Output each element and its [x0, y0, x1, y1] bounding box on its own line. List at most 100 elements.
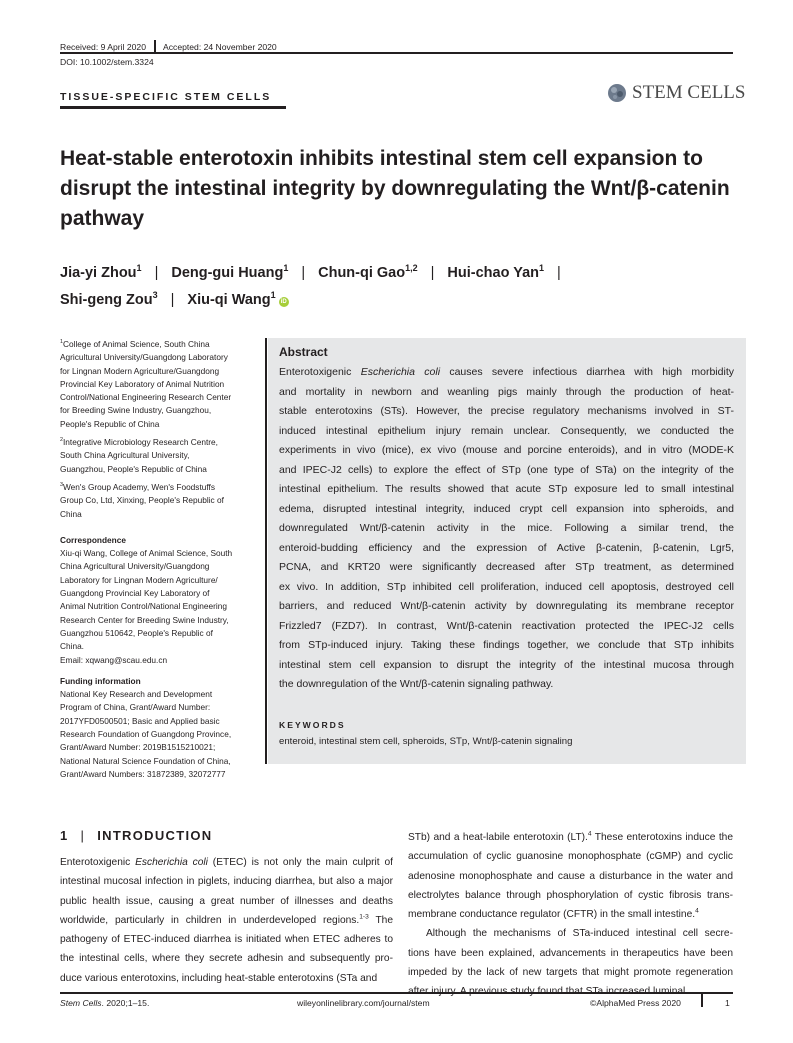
abstract-line: intestinal epithelium. The results showe…	[279, 480, 734, 500]
body-line: public health issue, causing a great num…	[60, 892, 393, 911]
section-rule	[60, 106, 286, 109]
abstract-heading: Abstract	[279, 345, 328, 359]
author-separator: |	[301, 265, 306, 281]
author-name: Jia-yi Zhou	[60, 265, 137, 281]
funding-line: Research Foundation of Guangdong Provinc…	[60, 729, 232, 740]
abstract-line: stable enterotoxins (STs). However, the …	[279, 402, 734, 422]
text: membrane conductance regulator (CFTR) in…	[408, 909, 696, 921]
text: downregulated Wnt/β-catenin activity in …	[279, 522, 734, 534]
body-line: electrolytes balance through phosphoryla…	[408, 886, 733, 905]
author-separator: |	[170, 292, 175, 308]
body-line: duce various enterotoxins, including hea…	[60, 969, 393, 988]
author-list: Jia-yi Zhou1 | Deng-gui Huang1 | Chun-qi Gao…	[60, 260, 680, 314]
abstract-line: barriers, and reduced Wnt/β-catenin acti…	[279, 597, 734, 617]
text: Enterotoxigenic	[279, 366, 361, 378]
abstract-text: Enterotoxigenic Escherichia coli causes …	[279, 363, 734, 695]
funding-line: 2017YFD0500501; Basic and Applied basic	[60, 715, 220, 726]
footer-url[interactable]: wileyonlinelibrary.com/journal/stem	[297, 998, 430, 1008]
affiliation: 2Integrative Microbiology Research Centr…	[60, 436, 260, 476]
abstract-bar	[265, 338, 267, 764]
text: The	[368, 914, 393, 926]
abstract-line: and IPEC-J2 cells) to explore the effect…	[279, 461, 734, 481]
funding-heading: Funding information	[60, 675, 141, 686]
author-affiliation-number: 1	[136, 263, 142, 274]
body-line: pathogeny of ETEC-induced diarrhea is in…	[60, 930, 393, 949]
abstract-line: induced intestinal epithelium injury rem…	[279, 422, 734, 442]
footer-journal: Stem Cells	[60, 998, 102, 1008]
footer-rule	[60, 992, 733, 994]
affiliation-line: for Lingnan Modern Agriculture/Guangdong	[60, 365, 220, 376]
text: after injury. A previous study found tha…	[408, 986, 685, 997]
text: Although the mechanisms of STa-induced i…	[426, 928, 733, 940]
citation-superscript: 4	[695, 907, 699, 915]
text: edema, disrupted intestinal integrity, i…	[279, 502, 734, 515]
text: stable enterotoxins (STs). However, the …	[279, 405, 734, 417]
author-name: Xiu-qi Wang	[187, 292, 271, 308]
author-separator: |	[557, 265, 561, 281]
text: worldwide, particularly in children in u…	[60, 914, 360, 926]
abstract-line: and mortality in newborn and weanling pi…	[279, 383, 734, 403]
text: (ETEC) is not only the main culprit of	[207, 857, 393, 868]
correspondence: Correspondence Xiu-qi Wang, College of A…	[60, 534, 260, 667]
affiliation-number: 1	[60, 339, 63, 346]
text: ex vivo. In addition, STp inhibited cell…	[279, 580, 734, 593]
body-line: worldwide, particularly in children in u…	[60, 911, 393, 930]
affiliation: 3Wen's Group Academy, Wen's Foodstuffs Gr…	[60, 481, 260, 521]
text: intestinal mucosal infection in piglets,…	[60, 876, 393, 888]
footer-divider	[701, 994, 703, 1007]
orcid-icon[interactable]: iD	[278, 297, 289, 307]
heading-separator: |	[80, 828, 86, 843]
body-line: membrane conductance regulator (CFTR) in…	[408, 905, 733, 924]
affiliation-line: China	[60, 508, 82, 519]
correspondence-line: Email: xqwang@scau.edu.cn	[60, 654, 168, 665]
section-title: INTRODUCTION	[97, 828, 213, 843]
section-label: TISSUE-SPECIFIC STEM CELLS	[60, 91, 272, 103]
text: tions have been explained, advancements …	[408, 947, 733, 959]
author: Hui-chao Yan1	[447, 263, 545, 281]
doi[interactable]: DOI: 10.1002/stem.3324	[60, 57, 154, 67]
funding: Funding information National Key Researc…	[60, 675, 260, 781]
author-separator: |	[154, 265, 159, 281]
correspondence-line: Research Center for Breeding Swine Indus…	[60, 614, 229, 625]
header-rule	[60, 52, 733, 54]
divider	[154, 40, 156, 54]
keywords: enteroid, intestinal stem cell, spheroid…	[279, 736, 573, 747]
funding-line: Program of China, Grant/Award Number:	[60, 702, 211, 713]
abstract-box	[268, 338, 746, 764]
introduction-left-column: Enterotoxigenic Escherichia coli (ETEC) …	[60, 853, 393, 988]
footer-copyright: ©AlphaMed Press 2020	[590, 998, 681, 1008]
body-line: after injury. A previous study found tha…	[408, 982, 733, 1001]
body-line: intestinal mucosal infection in piglets,…	[60, 872, 393, 891]
text: impeded by the lack of new targets that …	[408, 967, 733, 979]
text: adenosine monophosphate and cause a dist…	[408, 870, 733, 882]
abstract-line: downregulated Wnt/β-catenin activity in …	[279, 519, 734, 539]
text: PCNA, and KRT20 were significantly decre…	[279, 561, 734, 573]
affiliation-line: South China Agricultural University,	[60, 450, 190, 461]
text: barriers, and reduced Wnt/β-catenin acti…	[279, 600, 734, 612]
section-number: 1	[60, 828, 69, 843]
body-line: impeded by the lack of new targets that …	[408, 963, 733, 982]
text: duce various enterotoxins, including hea…	[60, 972, 378, 984]
correspondence-line: China Agricultural University/Guangdong	[60, 561, 210, 572]
abstract-line: experiments in vivo (mice), ex vivo (mou…	[279, 441, 734, 461]
text: the intestinal cells, where they secrete…	[60, 953, 393, 965]
text: intestinal stem cell expansion to disrup…	[279, 658, 734, 671]
author-affiliation-number: 1	[283, 263, 289, 274]
text: from STp-induced injury. Taking these fi…	[279, 639, 734, 651]
abstract-line: the downregulation of the Wnt/β-catenin …	[279, 675, 734, 695]
text: STb) and a heat-labile enterotoxin (LT).	[408, 832, 588, 843]
author: Shi-geng Zou3	[60, 291, 158, 308]
funding-line: Grant/Award Numbers: 31872389, 32072777	[60, 768, 226, 779]
affiliation-number: 2	[60, 437, 63, 444]
text: public health issue, causing a great num…	[60, 895, 393, 907]
author-name: Hui-chao Yan	[447, 265, 539, 281]
correspondence-line: Animal Nutrition Control/National Engine…	[60, 601, 227, 612]
affiliation-line: People's Republic of China	[60, 418, 160, 429]
affiliation: 1College of Animal Science, South China A…	[60, 338, 260, 431]
body-line: Although the mechanisms of STa-induced i…	[408, 924, 733, 943]
received-accepted-dates: Received: 9 April 2020 Accepted: 24 Novem…	[60, 40, 277, 54]
body-line: STb) and a heat-labile enterotoxin (LT).…	[408, 828, 733, 847]
abstract-line: PCNA, and KRT20 were significantly decre…	[279, 558, 734, 578]
author-affiliation-number: 1	[539, 263, 545, 274]
text: and mortality in newborn and weanling pi…	[279, 385, 734, 398]
